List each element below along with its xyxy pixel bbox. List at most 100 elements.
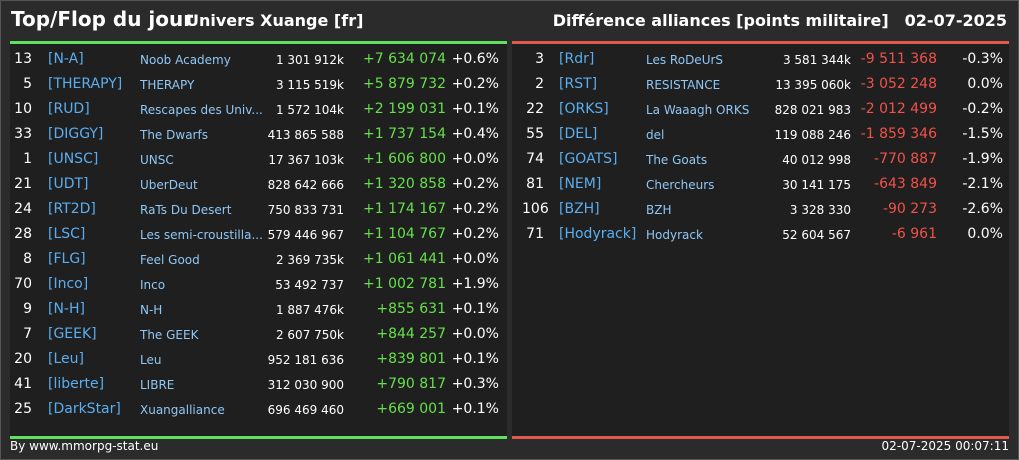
percent-change: -2.1% <box>962 176 1003 192</box>
alliance-rank: 33 <box>14 126 32 142</box>
alliance-rank: 7 <box>23 326 32 342</box>
percent-change: +1.9% <box>451 276 499 292</box>
table-row: 71 [Hodyrack] Hodyrack 52 604 567 -6 961 0.0% <box>512 223 1009 248</box>
alliance-rank: 28 <box>14 226 32 242</box>
points-difference: +1 606 800 <box>363 151 446 167</box>
table-row: 74 [GOATS] The Goats 40 012 998 -770 887 -1.9… <box>512 148 1009 173</box>
alliance-name: Les RoDeUrS <box>646 53 724 67</box>
alliance-points: 17 367 103k <box>268 153 344 167</box>
table-row: 9 [N-H] N-H 1 887 476k +855 631 +0.1% <box>10 298 507 323</box>
alliance-points: 2 369 735k <box>275 253 344 267</box>
alliance-points: 952 181 636 <box>267 353 344 367</box>
points-difference: -90 273 <box>882 201 937 217</box>
alliance-points: 52 604 567 <box>782 228 851 242</box>
alliance-name: The Dwarfs <box>140 128 208 142</box>
alliance-tag: [GEEK] <box>48 326 97 342</box>
alliance-tag: [Hodyrack] <box>559 226 637 242</box>
alliance-points: 413 865 588 <box>267 128 344 142</box>
alliance-name: La Waaagh ORKS <box>646 103 750 117</box>
table-row: 20 [Leu] Leu 952 181 636 +839 801 +0.1% <box>10 348 507 373</box>
percent-change: +0.6% <box>451 51 499 67</box>
alliance-name: Rescapes des Univ... <box>140 103 263 117</box>
table-row: 7 [GEEK] The GEEK 2 607 750k +844 257 +0.0% <box>10 323 507 348</box>
alliance-name: N-H <box>140 303 163 317</box>
percent-change: +0.1% <box>451 401 499 417</box>
alliance-rank: 5 <box>23 76 32 92</box>
points-difference: -3 052 248 <box>860 76 937 92</box>
points-difference: +1 320 858 <box>363 176 446 192</box>
points-difference: +1 737 154 <box>363 126 446 142</box>
page-title: Top/Flop du jour <box>11 7 194 31</box>
percent-change: +0.2% <box>451 201 499 217</box>
table-row: 13 [N-A] Noob Academy 1 301 912k +7 634 074 +… <box>10 48 507 73</box>
points-difference: -1 859 346 <box>860 126 937 142</box>
alliance-points: 750 833 731 <box>267 203 344 217</box>
alliance-tag: [DEL] <box>559 126 598 142</box>
alliance-points: 1 572 104k <box>275 103 344 117</box>
alliance-points: 30 141 175 <box>782 178 851 192</box>
alliance-points: 3 328 330 <box>789 203 851 217</box>
alliance-tag: [Leu] <box>48 351 84 367</box>
alliance-rank: 24 <box>14 201 32 217</box>
points-difference: +855 631 <box>376 301 446 317</box>
points-difference: +1 002 781 <box>363 276 446 292</box>
points-difference: +669 001 <box>376 401 446 417</box>
alliance-rank: 25 <box>14 401 32 417</box>
header-right: Différence alliances [points militaire] 0… <box>537 11 1007 30</box>
alliance-tag: [UNSC] <box>48 151 99 167</box>
alliance-tag: [Rdr] <box>559 51 595 67</box>
alliance-tag: [RT2D] <box>48 201 96 217</box>
alliance-name: Chercheurs <box>646 178 715 192</box>
alliance-rank: 41 <box>14 376 32 392</box>
header: Top/Flop du jour Univers Xuange [fr] Dif… <box>0 0 1019 40</box>
table-row: 70 [Inco] Inco 53 492 737 +1 002 781 +1.9% <box>10 273 507 298</box>
alliance-tag: [DIGGY] <box>48 126 104 142</box>
alliance-tag: [FLG] <box>48 251 86 267</box>
percent-change: +0.0% <box>451 151 499 167</box>
percent-change: +0.4% <box>451 126 499 142</box>
alliance-rank: 81 <box>526 176 544 192</box>
percent-change: -0.3% <box>962 51 1003 67</box>
points-difference: +7 634 074 <box>363 51 446 67</box>
table-row: 5 [THERAPY] THERAPY 3 115 519k +5 879 732 +0.… <box>10 73 507 98</box>
alliance-tag: [ORKS] <box>559 101 609 117</box>
alliance-rank: 21 <box>14 176 32 192</box>
alliance-points: 828 021 983 <box>774 103 851 117</box>
alliance-tag: [Inco] <box>48 276 89 292</box>
percent-change: +0.0% <box>451 251 499 267</box>
points-difference: +5 879 732 <box>363 76 446 92</box>
alliance-name: UNSC <box>140 153 174 167</box>
alliance-points: 312 030 900 <box>267 378 344 392</box>
footer-source: By www.mmorpg-stat.eu <box>10 439 159 453</box>
alliance-points: 828 642 666 <box>267 178 344 192</box>
points-difference: +1 174 167 <box>363 201 446 217</box>
alliance-points: 53 492 737 <box>275 278 344 292</box>
alliance-tag: [BZH] <box>559 201 600 217</box>
points-difference: +839 801 <box>376 351 446 367</box>
alliance-tag: [N-H] <box>48 301 85 317</box>
alliance-points: 119 088 246 <box>774 128 851 142</box>
points-difference: -9 511 368 <box>860 51 937 67</box>
alliance-tag: [GOATS] <box>559 151 618 167</box>
alliance-points: 1 301 912k <box>275 53 344 67</box>
alliance-rank: 3 <box>535 51 544 67</box>
table-row: 55 [DEL] del 119 088 246 -1 859 346 -1.5% <box>512 123 1009 148</box>
category-label: Différence alliances [points militaire] <box>552 11 889 30</box>
points-difference: +844 257 <box>376 326 446 342</box>
alliance-tag: [UDT] <box>48 176 89 192</box>
table-row: 1 [UNSC] UNSC 17 367 103k +1 606 800 +0.0% <box>10 148 507 173</box>
top-panel: 13 [N-A] Noob Academy 1 301 912k +7 634 074 +… <box>10 41 507 439</box>
points-difference: +2 199 031 <box>363 101 446 117</box>
alliance-rank: 20 <box>14 351 32 367</box>
table-row: 28 [LSC] Les semi-croustilla... 579 446 967… <box>10 223 507 248</box>
table-row: 25 [DarkStar] Xuangalliance 696 469 460 +669… <box>10 398 507 423</box>
alliance-tag: [DarkStar] <box>48 401 121 417</box>
table-row: 106 [BZH] BZH 3 328 330 -90 273 -2.6% <box>512 198 1009 223</box>
alliance-rank: 1 <box>23 151 32 167</box>
alliance-name: Xuangalliance <box>140 403 225 417</box>
points-difference: -6 961 <box>891 226 937 242</box>
alliance-tag: [RUD] <box>48 101 90 117</box>
alliance-rank: 106 <box>522 201 549 217</box>
alliance-rank: 8 <box>23 251 32 267</box>
points-difference: +1 104 767 <box>363 226 446 242</box>
